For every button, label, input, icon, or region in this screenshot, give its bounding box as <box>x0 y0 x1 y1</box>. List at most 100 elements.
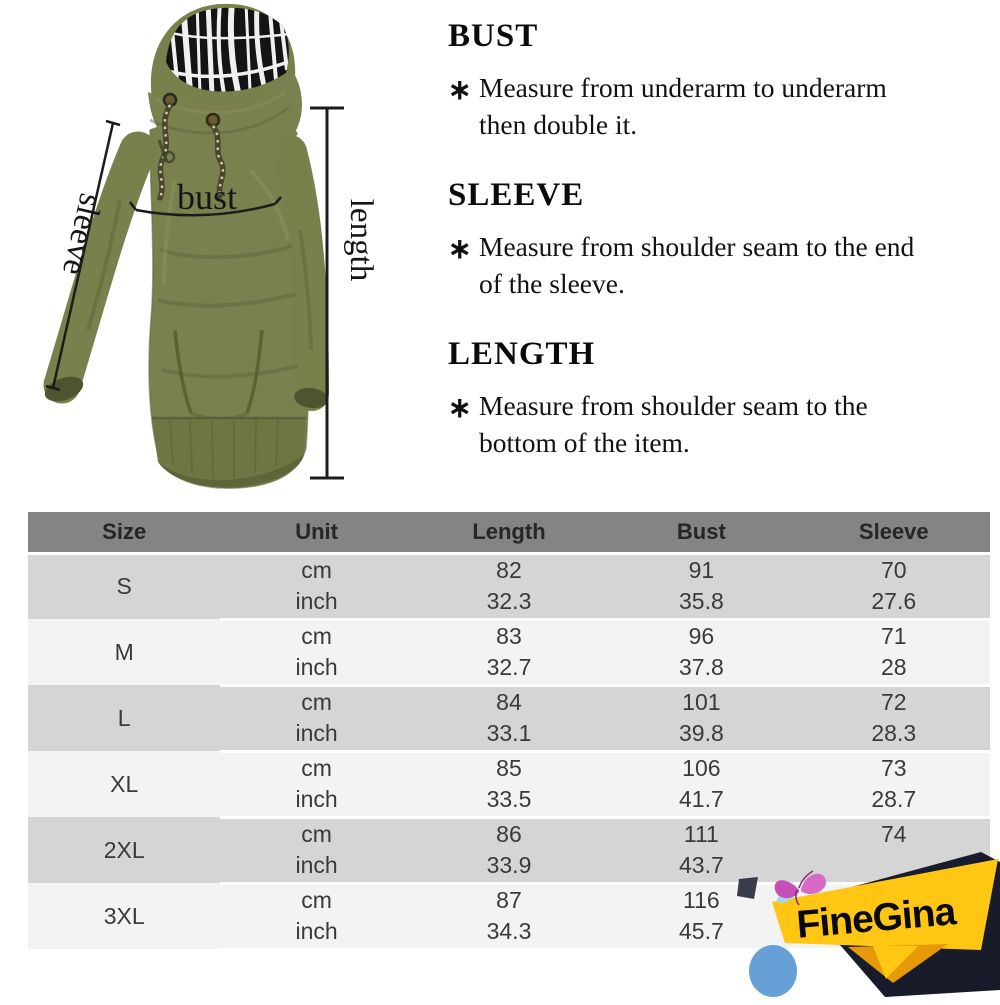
size-table: Size Unit Length Bust Sleeve S cm 82 91 … <box>28 512 990 951</box>
bust-inch: 39.8 <box>605 718 798 753</box>
unit-cell: cm <box>220 883 413 916</box>
table-row: inch 33.5 41.7 28.7 <box>28 784 990 819</box>
unit-cell: inch <box>220 916 413 951</box>
table-row: 3XL cm 87 116 <box>28 883 990 949</box>
right-sleeve <box>273 135 329 411</box>
bust-cm: 101 <box>605 685 798 718</box>
length-cm: 86 <box>412 817 606 850</box>
logo-yellow-banner <box>772 859 998 950</box>
bust-cm: 91 <box>605 553 798 586</box>
bust-heading: BUST <box>448 18 539 54</box>
length-inch: 33.9 <box>412 850 606 885</box>
size-row-group-l: L cm 84 101 72 inch 33.1 39.8 28.3 <box>28 685 990 753</box>
size-value: L <box>28 685 221 751</box>
unit-cell: inch <box>220 784 413 819</box>
unit-cell: cm <box>220 553 413 586</box>
length-inch: 33.1 <box>412 718 606 753</box>
bust-inch: 35.8 <box>605 586 798 621</box>
col-header-length: Length <box>412 512 606 555</box>
bust-inch: 37.8 <box>605 652 798 687</box>
unit-cell: cm <box>220 817 413 850</box>
asterisk-bullet: ∗ <box>448 75 472 106</box>
asterisk-bullet: ∗ <box>448 393 472 424</box>
left-sleeve <box>43 131 157 404</box>
sleeve-inch: 27.6 <box>797 586 990 621</box>
table-row: S cm 82 91 70 <box>28 553 990 619</box>
sleeve-cm: 70 <box>797 553 990 586</box>
sleeve-cm: 71 <box>797 619 990 652</box>
length-inch: 32.7 <box>412 652 606 687</box>
garment-measurement-diagram: sleeve bust length <box>0 0 432 505</box>
measurement-annotations <box>45 106 344 480</box>
length-instruction-text: Measure from shoulder seam to the bottom… <box>479 390 868 458</box>
sleeve-heading: SLEEVE <box>448 177 585 213</box>
unit-cell: inch <box>220 718 413 753</box>
size-value: M <box>28 619 221 685</box>
zipper-detail <box>157 139 176 164</box>
sleeve-instruction-text: Measure from shoulder seam to the end of… <box>479 231 915 299</box>
size-row-group-m: M cm 83 96 71 inch 32.7 37.8 28 <box>28 619 990 687</box>
sleeve-inch: 28.3 <box>797 718 990 753</box>
size-value: XL <box>28 751 221 817</box>
size-row-group-2xl: 2XL cm 86 111 74 inch 33.9 43.7 <box>28 817 990 885</box>
sleeve-inch: 28 <box>797 652 990 687</box>
length-cm: 82 <box>412 553 606 586</box>
logo-shadow-chip <box>737 877 758 899</box>
size-row-group-s: S cm 82 91 70 inch 32.3 35.8 27.6 <box>28 553 990 621</box>
measurement-instructions: BUST ∗ Measure from underarm to underarm… <box>448 18 996 461</box>
brand-logo: FineGina <box>733 850 1000 1000</box>
fabric-wrinkles <box>86 199 313 379</box>
hoodie-illustration: sleeve bust length <box>43 3 379 489</box>
col-header-unit: Unit <box>220 512 413 555</box>
sleeve-cm: 73 <box>797 751 990 784</box>
length-label: length <box>343 199 379 282</box>
blue-dot <box>749 945 797 997</box>
bust-inch: 45.7 <box>605 916 798 951</box>
finegina-logo-graphic: FineGina <box>737 852 1000 997</box>
size-value: S <box>28 553 221 619</box>
col-header-size: Size <box>28 512 221 555</box>
bust-cm: 96 <box>605 619 798 652</box>
table-row: inch 32.3 35.8 27.6 <box>28 586 990 621</box>
size-value: 3XL <box>28 883 221 949</box>
size-value: 2XL <box>28 817 221 883</box>
unit-cell: cm <box>220 685 413 718</box>
length-inch: 34.3 <box>412 916 606 951</box>
sleeve-cm: 74 <box>797 817 990 850</box>
length-inch: 32.3 <box>412 586 606 621</box>
length-cm: 83 <box>412 619 606 652</box>
bust-cm: 116 <box>605 883 798 916</box>
bust-measure-line <box>135 202 276 217</box>
length-cm: 87 <box>412 883 606 916</box>
unit-cell: cm <box>220 619 413 652</box>
unit-cell: inch <box>220 586 413 621</box>
col-header-sleeve: Sleeve <box>797 512 990 555</box>
unit-cell: inch <box>220 652 413 687</box>
table-row: M cm 83 96 71 <box>28 619 990 685</box>
table-row: 2XL cm 86 111 74 <box>28 817 990 883</box>
table-row: XL cm 85 106 73 <box>28 751 990 817</box>
right-cuff <box>294 387 328 409</box>
unit-cell: cm <box>220 751 413 784</box>
logo-fold-tail <box>873 946 918 979</box>
asterisk-bullet: ∗ <box>448 234 472 265</box>
sleeve-instruction: ∗ Measure from shoulder seam to the end … <box>448 228 996 302</box>
length-cm: 84 <box>412 685 606 718</box>
bust-instruction: ∗ Measure from underarm to underarm then… <box>448 69 996 143</box>
table-row: inch 33.1 39.8 28.3 <box>28 718 990 753</box>
length-inch: 33.5 <box>412 784 606 819</box>
col-header-bust: Bust <box>605 512 798 555</box>
butterfly-icon <box>774 870 827 906</box>
sleeve-inch: 28.7 <box>797 784 990 819</box>
bust-inch: 41.7 <box>605 784 798 819</box>
length-cm: 85 <box>412 751 606 784</box>
bust-cm: 106 <box>605 751 798 784</box>
hem-band <box>152 416 306 488</box>
size-row-group-xl: XL cm 85 106 73 inch 33.5 41.7 28.7 <box>28 751 990 819</box>
size-chart: Size Unit Length Bust Sleeve S cm 82 91 … <box>28 512 990 951</box>
length-instruction: ∗ Measure from shoulder seam to the bott… <box>448 387 996 461</box>
bust-instruction-text: Measure from underarm to underarm then d… <box>479 72 887 140</box>
length-heading: LENGTH <box>448 336 596 372</box>
bust-inch: 43.7 <box>605 850 798 885</box>
table-row: L cm 84 101 72 <box>28 685 990 751</box>
